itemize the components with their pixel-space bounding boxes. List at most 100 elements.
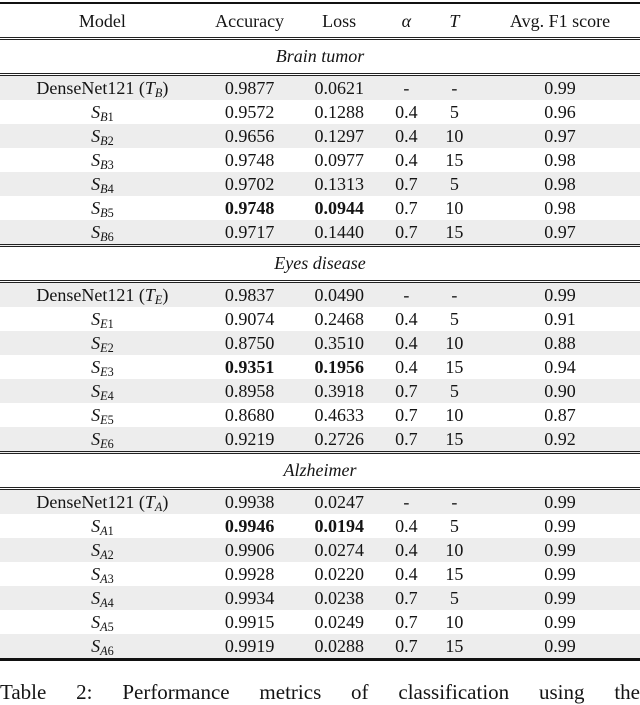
column-header-model: Model <box>0 3 205 40</box>
model-label-part: 1 <box>107 523 114 538</box>
temperature-cell: 15 <box>445 356 464 377</box>
accuracy-cell: 0.9906 <box>224 539 275 560</box>
model-cell: SB2 <box>0 124 205 148</box>
model-label-part: 5 <box>107 619 114 634</box>
temperature-cell: 10 <box>445 404 464 425</box>
f1-cell: 0.99 <box>544 635 576 656</box>
model-cell: SE4 <box>0 379 205 403</box>
model-label-part: E <box>100 436 108 451</box>
table-header-row: Model Accuracy Loss α T Avg. F1 score <box>0 3 640 40</box>
model-label-part: S <box>91 197 101 218</box>
loss-cell: 0.0249 <box>314 611 364 632</box>
loss-cell: 0.1288 <box>314 101 364 122</box>
model-cell: SE6 <box>0 427 205 453</box>
f1-cell: 0.99 <box>544 587 576 608</box>
model-label-part: B <box>154 85 163 100</box>
model-label-part: ) <box>162 284 169 305</box>
loss-cell: 0.0274 <box>314 539 364 560</box>
table-row: DenseNet121 (TB) 0.9877 0.0621 - - 0.99 <box>0 74 640 101</box>
column-header-accuracy: Accuracy <box>204 3 295 40</box>
model-label-part: 4 <box>107 388 114 403</box>
f1-cell: 0.91 <box>544 308 576 329</box>
table-row: SA2 0.9906 0.0274 0.4 10 0.99 <box>0 538 640 562</box>
alpha-cell: 0.4 <box>395 125 418 146</box>
table-row: SE6 0.9219 0.2726 0.7 15 0.92 <box>0 427 640 453</box>
accuracy-cell: 0.9934 <box>224 587 275 608</box>
temperature-cell: 10 <box>445 539 464 560</box>
model-label-part: DenseNet121 ( <box>36 77 145 98</box>
temperature-cell: 15 <box>445 428 464 449</box>
temperature-cell: 15 <box>445 149 464 170</box>
loss-cell: 0.0621 <box>314 77 364 98</box>
temperature-cell: 10 <box>445 125 464 146</box>
model-label-part: 2 <box>107 133 114 148</box>
f1-cell: 0.94 <box>544 356 576 377</box>
accuracy-cell: 0.9877 <box>224 77 275 98</box>
temperature-cell: 10 <box>445 332 464 353</box>
loss-cell: 0.1313 <box>314 173 364 194</box>
model-label-part: S <box>91 611 101 632</box>
alpha-cell: 0.4 <box>395 539 418 560</box>
model-cell: SB3 <box>0 148 205 172</box>
loss-cell: 0.0944 <box>314 197 364 218</box>
temperature-cell: 5 <box>449 308 459 329</box>
model-cell: DenseNet121 (TA) <box>0 489 205 515</box>
model-label-part: 5 <box>107 205 114 220</box>
model-cell: DenseNet121 (TB) <box>0 75 205 101</box>
loss-cell: 0.1956 <box>314 356 364 377</box>
model-label-part: E <box>100 316 108 331</box>
f1-cell: 0.98 <box>544 173 576 194</box>
alpha-cell: 0.7 <box>395 221 418 242</box>
column-header-avg-f1-score: Avg. F1 score <box>479 3 640 40</box>
table-row: SE1 0.9074 0.2468 0.4 5 0.91 <box>0 307 640 331</box>
model-label-part: S <box>91 515 101 536</box>
alpha-cell: 0.7 <box>395 635 418 656</box>
temperature-cell: - <box>451 284 458 305</box>
model-label-part: ) <box>162 77 169 98</box>
table-row: DenseNet121 (TE) 0.9837 0.0490 - - 0.99 <box>0 281 640 307</box>
table-row: SA5 0.9915 0.0249 0.7 10 0.99 <box>0 610 640 634</box>
model-cell: SE5 <box>0 403 205 427</box>
table-row: SB6 0.9717 0.1440 0.7 15 0.97 <box>0 220 640 246</box>
section-title: Brain tumor <box>0 37 640 76</box>
model-cell: SA5 <box>0 610 205 634</box>
model-label-part: B <box>100 157 108 172</box>
alpha-cell: 0.7 <box>395 587 418 608</box>
model-label-part: E <box>100 340 108 355</box>
model-label-part: 1 <box>107 316 114 331</box>
f1-cell: 0.99 <box>544 563 576 584</box>
accuracy-cell: 0.9656 <box>224 125 275 146</box>
table-row: SA6 0.9919 0.0288 0.7 15 0.99 <box>0 634 640 660</box>
model-label-part: ) <box>162 491 169 512</box>
f1-cell: 0.97 <box>544 221 576 242</box>
temperature-cell: 5 <box>449 173 459 194</box>
model-label-part: B <box>100 133 108 148</box>
model-cell: SB5 <box>0 196 205 220</box>
model-label-part: 4 <box>107 181 114 196</box>
table-row: SB2 0.9656 0.1297 0.4 10 0.97 <box>0 124 640 148</box>
model-label-part: 3 <box>107 571 114 586</box>
temperature-cell: - <box>451 491 458 512</box>
model-cell: SA6 <box>0 634 205 660</box>
model-label-part: B <box>100 181 108 196</box>
model-label-part: S <box>91 539 101 560</box>
model-label-part: S <box>91 125 101 146</box>
table-row: SA4 0.9934 0.0238 0.7 5 0.99 <box>0 586 640 610</box>
table-row: SE2 0.8750 0.3510 0.4 10 0.88 <box>0 331 640 355</box>
accuracy-cell: 0.9351 <box>224 356 275 377</box>
loss-cell: 0.2468 <box>314 308 364 329</box>
model-label-part: S <box>91 332 101 353</box>
model-cell: SE2 <box>0 331 205 355</box>
accuracy-cell: 0.9702 <box>224 173 275 194</box>
accuracy-cell: 0.9074 <box>224 308 275 329</box>
table-row: SA1 0.9946 0.0194 0.4 5 0.99 <box>0 514 640 538</box>
section-title-row: Eyes disease <box>0 244 640 283</box>
table-row: SB4 0.9702 0.1313 0.7 5 0.98 <box>0 172 640 196</box>
accuracy-cell: 0.9219 <box>224 428 275 449</box>
loss-cell: 0.0977 <box>314 149 364 170</box>
accuracy-cell: 0.9915 <box>224 611 275 632</box>
f1-cell: 0.99 <box>544 491 576 512</box>
accuracy-cell: 0.9928 <box>224 563 275 584</box>
loss-cell: 0.3918 <box>314 380 364 401</box>
alpha-cell: 0.4 <box>395 308 418 329</box>
